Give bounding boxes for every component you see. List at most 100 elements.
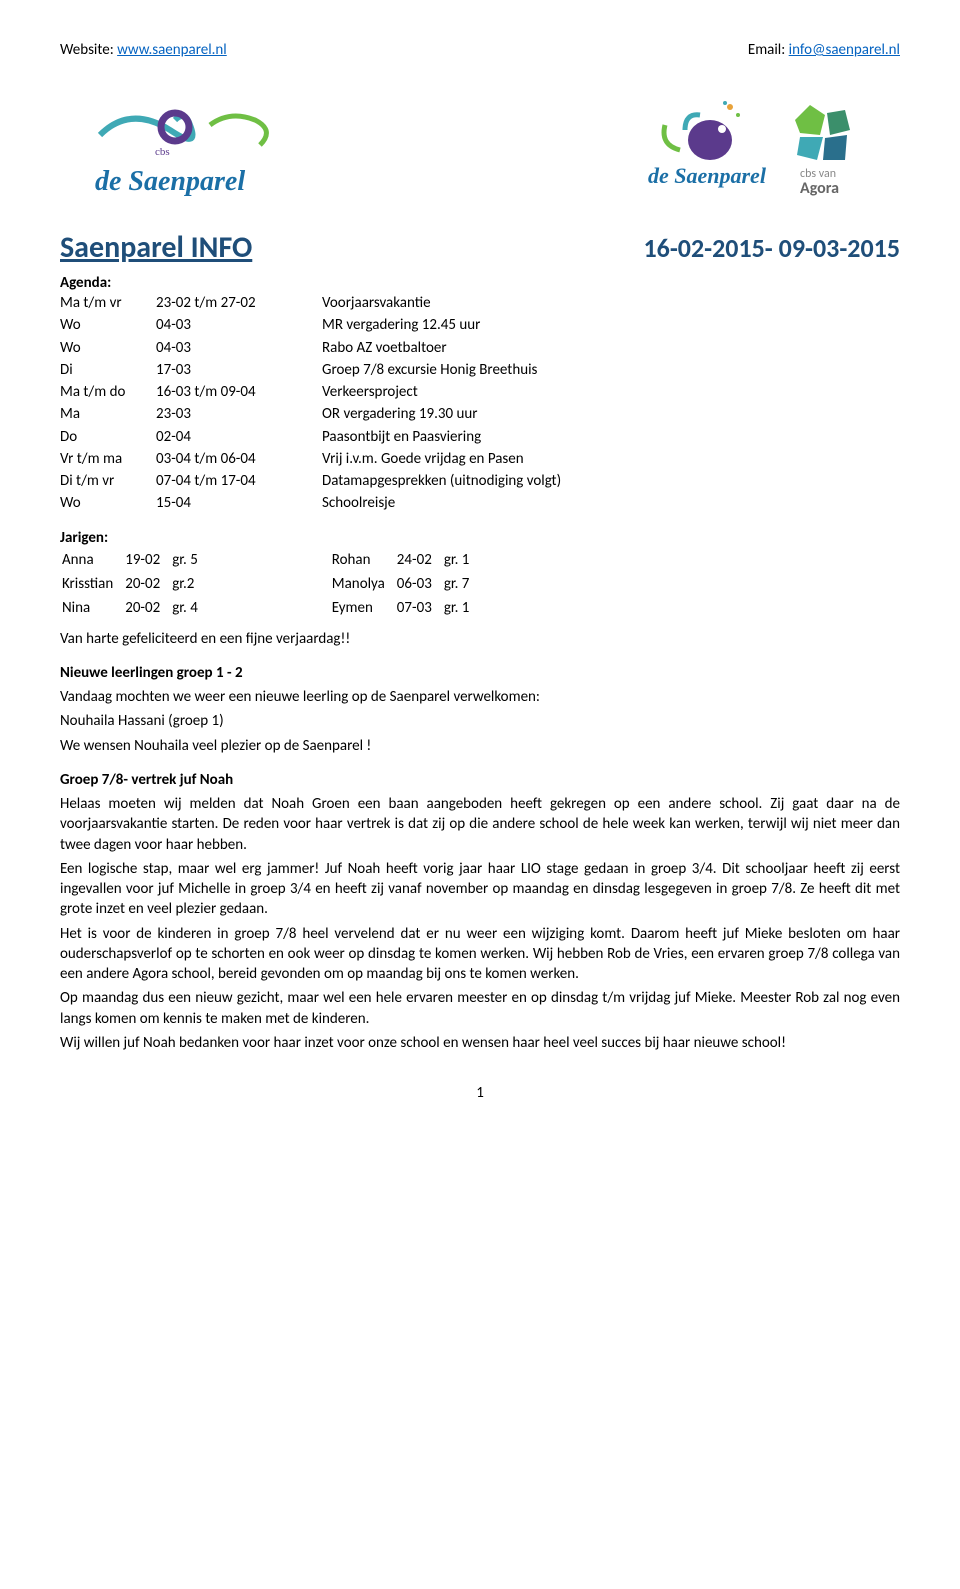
- sec1-line2: Nouhaila Hassani (groep 1): [60, 711, 900, 731]
- jarigen-cell: gr. 1: [444, 598, 480, 620]
- agenda-cell: Di t/m vr: [60, 471, 156, 493]
- section-nieuwe-leerlingen: Nieuwe leerlingen groep 1 - 2 Vandaag mo…: [60, 663, 900, 756]
- jarigen-cell: Nina: [62, 598, 123, 620]
- svg-text:de Saenparel: de Saenparel: [95, 166, 245, 197]
- jarigen-cell: 20-02: [125, 574, 170, 596]
- svg-text:cbs: cbs: [155, 146, 170, 158]
- jarigen-cell: 20-02: [125, 598, 170, 620]
- agenda-cell: Do: [60, 427, 156, 449]
- jarigen-section: Jarigen: Anna19-02gr. 5Krisstian20-02gr.…: [60, 528, 900, 623]
- agenda-cell: Verkeersproject: [322, 382, 567, 404]
- sec2-p1: Helaas moeten wij melden dat Noah Groen …: [60, 794, 900, 855]
- agenda-label: Agenda:: [60, 273, 900, 293]
- agenda-cell: Wo: [60, 338, 156, 360]
- jarigen-row: Nina20-02gr. 4: [62, 598, 208, 620]
- newsletter-title: Saenparel INFO: [60, 228, 252, 269]
- jarigen-cell: Manolya: [332, 574, 395, 596]
- agenda-row: Ma t/m vr23-02 t/m 27-02Voorjaarsvakanti…: [60, 293, 567, 315]
- website-label: Website:: [60, 41, 114, 59]
- sec2-p5: Wij willen juf Noah bedanken voor haar i…: [60, 1033, 900, 1053]
- sec2-p4: Op maandag dus een nieuw gezicht, maar w…: [60, 988, 900, 1029]
- website-link[interactable]: www.saenparel.nl: [117, 41, 227, 59]
- agenda-table: Ma t/m vr23-02 t/m 27-02Voorjaarsvakanti…: [60, 293, 567, 516]
- agenda-row: Wo15-04Schoolreisje: [60, 493, 567, 515]
- header-row: Website: www.saenparel.nl Email: info@sa…: [60, 40, 900, 60]
- agenda-row: Wo04-03MR vergadering 12.45 uur: [60, 315, 567, 337]
- svg-text:Agora: Agora: [800, 179, 839, 198]
- agenda-row: Do02-04Paasontbijt en Paasviering: [60, 427, 567, 449]
- agenda-cell: Paasontbijt en Paasviering: [322, 427, 567, 449]
- agenda-row: Ma t/m do16-03 t/m 09-04Verkeersproject: [60, 382, 567, 404]
- agenda-cell: Rabo AZ voetbaltoer: [322, 338, 567, 360]
- sec2-p3: Het is voor de kinderen in groep 7/8 hee…: [60, 924, 900, 985]
- jarigen-cell: gr. 7: [444, 574, 480, 596]
- agenda-cell: 23-03: [156, 404, 322, 426]
- logo-left: cbs de Saenparel: [60, 90, 320, 210]
- website-block: Website: www.saenparel.nl: [60, 40, 227, 60]
- title-row: Saenparel INFO 16-02-2015- 09-03-2015: [60, 228, 900, 269]
- email-link[interactable]: info@saenparel.nl: [789, 41, 900, 59]
- agenda-row: Vr t/m ma03-04 t/m 06-04Vrij i.v.m. Goed…: [60, 449, 567, 471]
- agenda-cell: Ma t/m do: [60, 382, 156, 404]
- agenda-cell: OR vergadering 19.30 uur: [322, 404, 567, 426]
- agenda-cell: 07-04 t/m 17-04: [156, 471, 322, 493]
- saenparel-agora-logo-icon: de Saenparel cbs van Agora: [630, 95, 910, 205]
- sec1-line1: Vandaag mochten we weer een nieuwe leerl…: [60, 687, 900, 707]
- agenda-cell: 04-03: [156, 338, 322, 360]
- svg-text:de Saenparel: de Saenparel: [648, 163, 767, 188]
- email-label: Email:: [748, 41, 785, 59]
- jarigen-cell: 19-02: [125, 550, 170, 572]
- agenda-cell: Datamapgesprekken (uitnodiging volgt): [322, 471, 567, 493]
- jarigen-cell: Rohan: [332, 550, 395, 572]
- email-block: Email: info@saenparel.nl: [748, 40, 900, 60]
- logos-row: cbs de Saenparel de Saenparel cbs van Ag…: [60, 90, 900, 210]
- jarigen-cell: 07-03: [397, 598, 442, 620]
- agenda-cell: 17-03: [156, 360, 322, 382]
- agenda-cell: Di: [60, 360, 156, 382]
- agenda-cell: Wo: [60, 493, 156, 515]
- agenda-row: Wo04-03Rabo AZ voetbaltoer: [60, 338, 567, 360]
- jarigen-cell: gr. 1: [444, 550, 480, 572]
- agenda-row: Di t/m vr07-04 t/m 17-04Datamapgesprekke…: [60, 471, 567, 493]
- jarigen-cell: 24-02: [397, 550, 442, 572]
- agenda-cell: Groep 7/8 excursie Honig Breethuis: [322, 360, 567, 382]
- agenda-cell: Ma: [60, 404, 156, 426]
- sec1-title: Nieuwe leerlingen groep 1 - 2: [60, 663, 900, 683]
- newsletter-date-range: 16-02-2015- 09-03-2015: [643, 231, 900, 266]
- agenda-cell: MR vergadering 12.45 uur: [322, 315, 567, 337]
- jarigen-row: Manolya06-03gr. 7: [332, 574, 480, 596]
- jarigen-table-left: Anna19-02gr. 5Krisstian20-02gr.2Nina20-0…: [60, 548, 210, 623]
- jarigen-cell: Anna: [62, 550, 123, 572]
- agenda-cell: Wo: [60, 315, 156, 337]
- jarigen-cell: 06-03: [397, 574, 442, 596]
- jarigen-cell: Krisstian: [62, 574, 123, 596]
- agenda-cell: Vrij i.v.m. Goede vrijdag en Pasen: [322, 449, 567, 471]
- sec2-title: Groep 7/8- vertrek juf Noah: [60, 770, 900, 790]
- agenda-cell: Ma t/m vr: [60, 293, 156, 315]
- agenda-row: Ma23-03OR vergadering 19.30 uur: [60, 404, 567, 426]
- jarigen-table-right: Rohan24-02gr. 1Manolya06-03gr. 7Eymen07-…: [330, 548, 482, 623]
- jarigen-row: Anna19-02gr. 5: [62, 550, 208, 572]
- jarigen-cell: gr. 5: [172, 550, 208, 572]
- jarigen-row: Rohan24-02gr. 1: [332, 550, 480, 572]
- agenda-cell: 03-04 t/m 06-04: [156, 449, 322, 471]
- agenda-cell: 15-04: [156, 493, 322, 515]
- section-vertrek-juf-noah: Groep 7/8- vertrek juf Noah Helaas moete…: [60, 770, 900, 1053]
- congrats-text: Van harte gefeliciteerd en een fijne ver…: [60, 629, 900, 649]
- jarigen-cell: gr.2: [172, 574, 208, 596]
- jarigen-row: Krisstian20-02gr.2: [62, 574, 208, 596]
- jarigen-label: Jarigen:: [60, 528, 210, 548]
- agenda-cell: 02-04: [156, 427, 322, 449]
- agenda-cell: Voorjaarsvakantie: [322, 293, 567, 315]
- agenda-cell: Schoolreisje: [322, 493, 567, 515]
- agenda-cell: 04-03: [156, 315, 322, 337]
- saenparel-logo-icon: cbs de Saenparel: [80, 95, 300, 205]
- page-number: 1: [60, 1083, 900, 1103]
- agenda-row: Di17-03Groep 7/8 excursie Honig Breethui…: [60, 360, 567, 382]
- sec2-p2: Een logische stap, maar wel erg jammer! …: [60, 859, 900, 920]
- jarigen-cell: Eymen: [332, 598, 395, 620]
- sec1-line3: We wensen Nouhaila veel plezier op de Sa…: [60, 736, 900, 756]
- agenda-cell: 16-03 t/m 09-04: [156, 382, 322, 404]
- jarigen-cell: gr. 4: [172, 598, 208, 620]
- agenda-cell: Vr t/m ma: [60, 449, 156, 471]
